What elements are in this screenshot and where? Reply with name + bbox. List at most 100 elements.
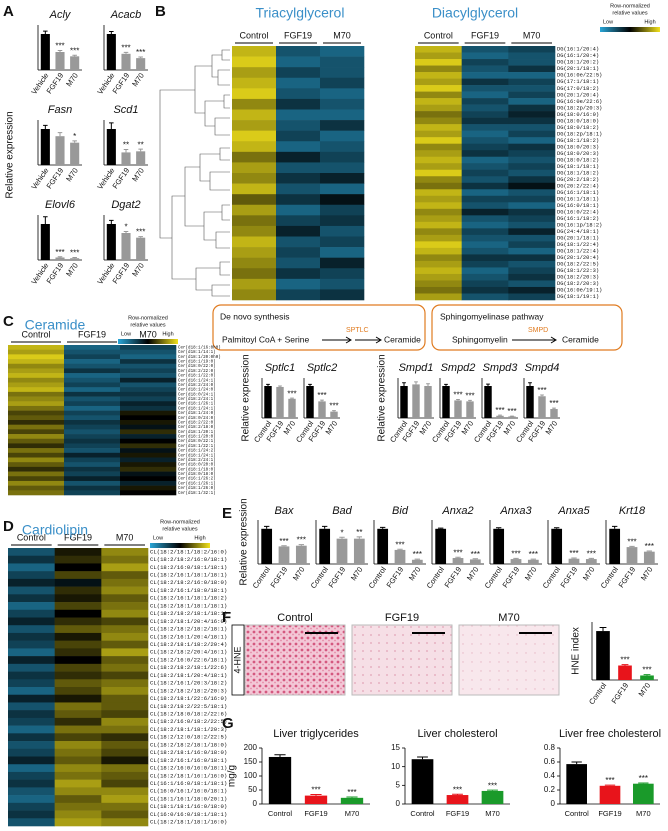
row-label: Cer(d18:1/20:1) bbox=[178, 430, 216, 435]
heat-cell bbox=[461, 163, 509, 171]
row-label: CL(18:2/18:1/20:4/18:1) bbox=[150, 672, 227, 679]
error-bar bbox=[604, 784, 616, 786]
heat-cell bbox=[64, 410, 121, 416]
group-label: Control bbox=[17, 532, 46, 542]
heat-cell bbox=[508, 254, 556, 262]
row-label: DG(18:2/22:5) bbox=[557, 262, 599, 268]
panel-letter: E bbox=[222, 505, 232, 522]
error-bar bbox=[611, 525, 618, 529]
bar bbox=[496, 415, 504, 418]
row-label: DG(18:1/20:2) bbox=[557, 60, 599, 66]
group-label: M70 bbox=[333, 30, 351, 40]
heat-cell bbox=[320, 289, 365, 301]
heat-cell bbox=[8, 438, 65, 444]
heat-cell bbox=[54, 771, 102, 780]
heat-cell bbox=[64, 377, 121, 383]
heat-cell bbox=[415, 52, 462, 60]
heat-cell bbox=[8, 602, 55, 611]
heat-cell bbox=[415, 247, 462, 255]
heat-cell bbox=[8, 466, 65, 472]
row-label: CL(18:2/18:2/20:4/16:1) bbox=[150, 649, 227, 656]
bar bbox=[55, 52, 65, 70]
heat-cell bbox=[101, 594, 149, 603]
bar bbox=[551, 528, 563, 564]
heat-cell bbox=[8, 368, 65, 374]
heat-cell bbox=[120, 405, 177, 411]
group-label: FGF19 bbox=[64, 532, 92, 542]
row-label: Cer(d18:2/18:0) bbox=[178, 425, 216, 430]
arrow bbox=[322, 336, 382, 344]
heat-cell bbox=[64, 391, 121, 397]
heat-cell bbox=[461, 85, 509, 92]
heat-cell bbox=[508, 143, 556, 151]
legend-title: relative values bbox=[612, 10, 647, 16]
significance: *** bbox=[136, 48, 145, 57]
bar bbox=[295, 545, 307, 564]
significance: *** bbox=[627, 538, 636, 547]
heat-cell bbox=[320, 215, 365, 227]
error-bar bbox=[298, 544, 305, 546]
error-bar bbox=[278, 385, 282, 387]
y-tick-label: 0.4 bbox=[544, 771, 556, 780]
error-bar bbox=[43, 216, 48, 224]
x-tick-label: M70 bbox=[639, 565, 655, 582]
heat-cell bbox=[232, 289, 277, 301]
heat-cell bbox=[508, 163, 556, 171]
heat-cell bbox=[8, 748, 55, 757]
significance: *** bbox=[136, 228, 145, 237]
row-label: DG(18:0/18:2) bbox=[557, 125, 599, 131]
row-label: DG(18:1/19:1) bbox=[557, 294, 599, 300]
row-label: Cer(d18:1/14:1) bbox=[178, 350, 216, 355]
heat-cell bbox=[54, 787, 102, 796]
heat-cell bbox=[415, 260, 462, 268]
heat-cell bbox=[120, 485, 177, 491]
significance: *** bbox=[453, 548, 462, 557]
heat-cell bbox=[232, 194, 277, 206]
chart-title: Bid bbox=[392, 505, 409, 517]
significance: *** bbox=[55, 248, 64, 257]
bar bbox=[106, 34, 116, 70]
image-title: Control bbox=[277, 612, 312, 624]
bar bbox=[121, 53, 131, 70]
color-bar bbox=[118, 339, 178, 344]
heat-cell bbox=[8, 640, 55, 649]
bar bbox=[330, 411, 338, 418]
y-tick-label: 0 bbox=[551, 799, 556, 808]
heat-cell bbox=[8, 717, 55, 726]
chart-title: Fasn bbox=[48, 104, 72, 116]
heat-cell bbox=[232, 162, 277, 174]
heat-cell bbox=[8, 656, 55, 665]
error-bar bbox=[437, 527, 444, 529]
heat-cell bbox=[461, 143, 509, 151]
row-label: DG(18:2p/20:3) bbox=[557, 105, 602, 111]
heat-cell bbox=[320, 173, 365, 184]
heat-cell bbox=[508, 46, 556, 53]
heat-cell bbox=[64, 452, 121, 458]
error-bar bbox=[402, 382, 406, 386]
heatmap-title: Diacylglycerol bbox=[432, 5, 518, 21]
heat-cell bbox=[415, 241, 462, 249]
row-label: DG(18:2p/18:1) bbox=[557, 131, 602, 137]
heat-cell bbox=[232, 215, 277, 227]
heat-cell bbox=[276, 120, 321, 131]
heat-cell bbox=[8, 359, 65, 365]
heat-cell bbox=[461, 52, 509, 60]
legend-low: Low bbox=[153, 535, 163, 541]
pathway-boxes: De novo synthesis Palmitoyl CoA + Serine… bbox=[212, 304, 623, 351]
row-label: Cer(d18:0/22:0) bbox=[178, 364, 216, 369]
bar bbox=[411, 559, 423, 564]
heat-cell bbox=[415, 228, 462, 236]
bar bbox=[452, 558, 464, 564]
heat-cell bbox=[232, 120, 277, 131]
bar bbox=[264, 386, 272, 418]
heat-cell bbox=[415, 234, 462, 242]
heat-cell bbox=[320, 162, 365, 174]
row-label: Cer(d18:1/24:1) bbox=[178, 453, 216, 458]
heat-cell bbox=[8, 476, 65, 482]
heat-cell bbox=[54, 602, 102, 611]
heat-cell bbox=[508, 221, 556, 229]
heat-cell bbox=[8, 485, 65, 491]
heat-cell bbox=[64, 359, 121, 365]
heat-cell bbox=[276, 130, 321, 142]
significance: * bbox=[73, 132, 76, 141]
